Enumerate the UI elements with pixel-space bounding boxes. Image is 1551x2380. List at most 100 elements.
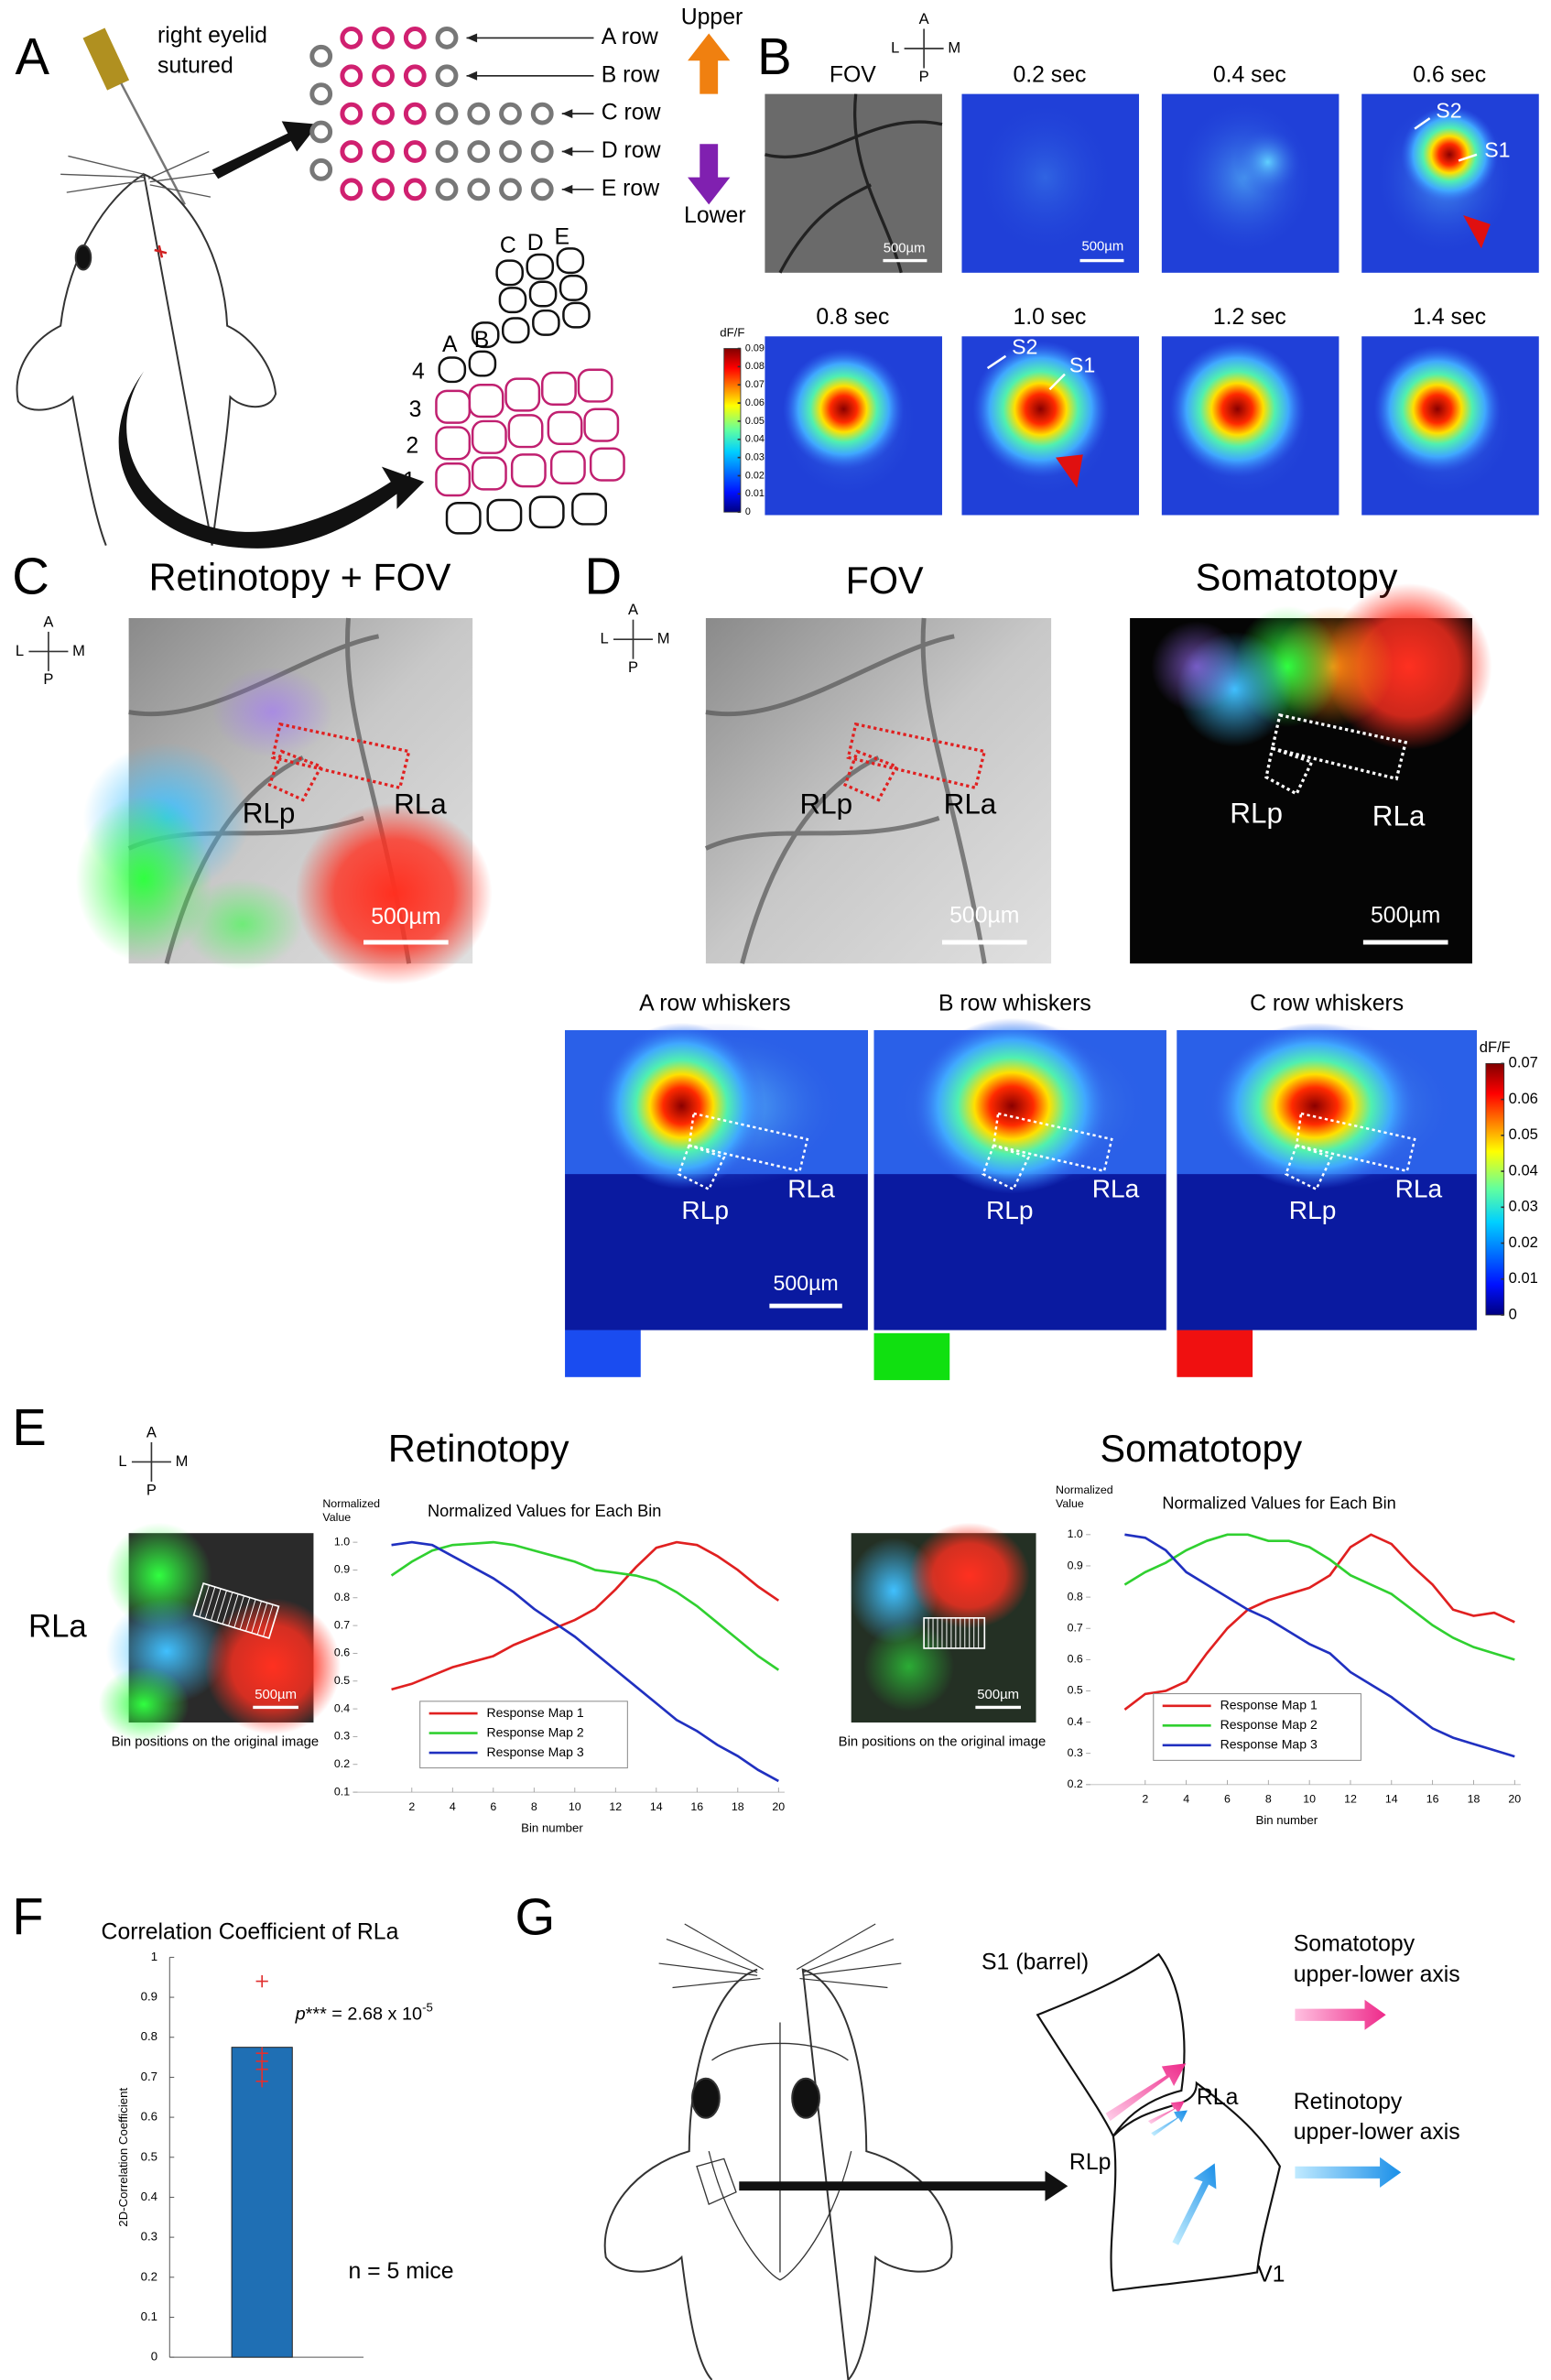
pointer-head xyxy=(561,109,573,119)
whisker xyxy=(499,140,522,163)
y-tick-label: 0.9 xyxy=(141,1990,157,2004)
legend-label: Retinotopy xyxy=(1294,2090,1403,2114)
legend-label: upper-lower axis xyxy=(1294,2120,1460,2145)
x-axis-label: Bin number xyxy=(521,1820,583,1834)
y-tick-label: 0.4 xyxy=(1068,1715,1083,1728)
pointer-head xyxy=(561,184,573,194)
y-tick-label: 1.0 xyxy=(1068,1527,1083,1540)
whisker xyxy=(530,178,554,201)
frame-label: 0.6 sec xyxy=(1413,62,1486,87)
p-value-part: -5 xyxy=(422,2000,433,2014)
legend-label: Response Map 2 xyxy=(486,1724,583,1739)
panel-label: D xyxy=(585,548,623,605)
arrow xyxy=(739,2170,1068,2201)
region-outline xyxy=(1284,1144,1333,1191)
p-value-part: = 2.68 x 10 xyxy=(327,2005,422,2025)
data-point xyxy=(255,1974,268,1988)
pointer-head xyxy=(466,71,478,81)
y-tick-label: 0.6 xyxy=(1068,1653,1083,1666)
whisker-maps: A row whiskers RLp RLa B row whiskers RLp RLa… xyxy=(565,991,1477,1381)
marker-label: S2 xyxy=(1012,335,1037,359)
data-point xyxy=(255,2063,268,2076)
x-tick-label: 2 xyxy=(1142,1793,1148,1806)
colorbar-tick-label: 0.03 xyxy=(1509,1198,1538,1215)
y-tick-label: 0.4 xyxy=(334,1701,350,1714)
marker-label: S1 xyxy=(1484,138,1510,162)
map-title: A row whiskers xyxy=(639,991,790,1016)
region-outline xyxy=(688,1112,809,1173)
somatotopy-axis-arrow xyxy=(1147,2101,1185,2125)
red-arrowhead xyxy=(1463,214,1491,249)
response-blob xyxy=(1211,1022,1418,1190)
barrel xyxy=(468,350,497,377)
y-tick-label: 0.7 xyxy=(1068,1621,1083,1634)
compass-label: P xyxy=(919,68,929,85)
colorbar-tick-label: 0.04 xyxy=(1509,1161,1538,1179)
map-title: C row whiskers xyxy=(1250,991,1404,1016)
region-label: S1 (barrel) xyxy=(982,1951,1089,1975)
compass-label: M xyxy=(657,630,670,647)
colorbar-tick-label: 0 xyxy=(1509,1305,1517,1322)
fov-image xyxy=(704,617,1052,964)
colorbar xyxy=(1485,1062,1505,1316)
barrel xyxy=(562,301,591,329)
barrel xyxy=(540,371,577,406)
barrel-map xyxy=(435,247,625,535)
whisker xyxy=(372,102,395,125)
response-blob xyxy=(1169,341,1307,478)
panel-label: C xyxy=(12,548,49,605)
whisker xyxy=(467,140,491,163)
y-tick-label: 0.6 xyxy=(334,1646,350,1659)
panel-label: F xyxy=(12,1888,43,1946)
colorbar-tick-label: 0.03 xyxy=(745,451,765,462)
region-label: RLp xyxy=(1289,1196,1337,1224)
barrel xyxy=(498,287,527,314)
scale-bar-label: 500µm xyxy=(1081,240,1123,255)
marker-label: S2 xyxy=(1436,99,1461,123)
caption: Bin positions on the original image xyxy=(112,1734,320,1749)
compass-label: P xyxy=(146,1481,157,1498)
compass-label: P xyxy=(628,658,638,676)
compass-label: L xyxy=(600,630,608,647)
colorbar-tick-label: 0.05 xyxy=(745,416,765,427)
whisker xyxy=(435,178,459,201)
x-tick-label: 16 xyxy=(690,1800,703,1813)
x-axis-label: Bin number xyxy=(1256,1813,1318,1827)
somatotopy-axis-arrow xyxy=(1105,2063,1187,2122)
series-line xyxy=(1123,1533,1515,1661)
legend-label: Response Map 1 xyxy=(1220,1698,1318,1712)
colorbar xyxy=(723,348,742,513)
compass-label: A xyxy=(146,1423,157,1440)
y-tick-label: 0.8 xyxy=(1068,1590,1083,1603)
barrel xyxy=(471,321,500,349)
barrel xyxy=(583,408,620,442)
y-tick-label: 0.2 xyxy=(1068,1777,1083,1790)
row-label: 3 xyxy=(409,397,422,422)
barrel xyxy=(504,377,541,412)
y-tick-label: 1.0 xyxy=(334,1535,350,1548)
whisker xyxy=(530,102,554,125)
scale-bar-label: 500µm xyxy=(255,1688,297,1702)
whisker xyxy=(340,140,363,163)
legend-label: Response Map 3 xyxy=(486,1744,583,1759)
whisker xyxy=(309,82,333,106)
colorbar-tick-label: 0.09 xyxy=(745,342,765,353)
panel-label: G xyxy=(515,1888,555,1946)
legend-arrow xyxy=(1295,2157,1402,2188)
eyelid-label: sutured xyxy=(157,53,233,78)
region-label: RLp xyxy=(243,797,296,829)
barrel xyxy=(577,368,613,403)
response-blob xyxy=(1373,345,1502,473)
region-label: V1 xyxy=(1257,2262,1285,2287)
p-value-part: p xyxy=(295,2005,306,2025)
whisker xyxy=(372,26,395,49)
fov-frame xyxy=(765,93,942,273)
response-blob xyxy=(913,1017,1111,1194)
column-label: E xyxy=(554,224,569,249)
scale-bar-label: 500µm xyxy=(977,1688,1019,1702)
y-tick-label: 0.3 xyxy=(334,1730,350,1743)
x-tick-label: 8 xyxy=(531,1800,537,1813)
scale-bar-label: 500µm xyxy=(773,1271,838,1295)
panel-title: Somatotopy xyxy=(1196,557,1398,599)
x-tick-label: 20 xyxy=(1508,1793,1521,1806)
